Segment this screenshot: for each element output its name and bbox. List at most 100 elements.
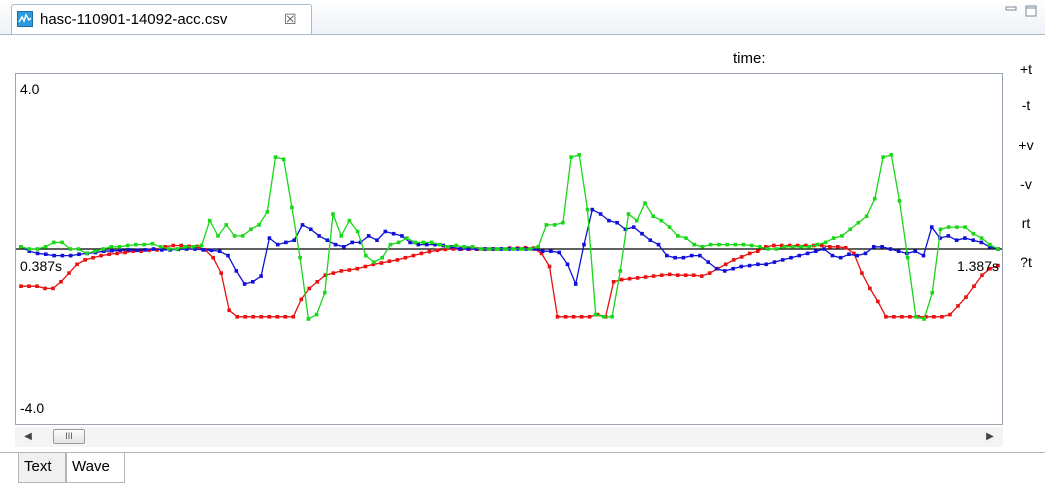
tab-wave[interactable]: Wave — [66, 453, 125, 483]
horizontal-scrollbar[interactable]: ◀ III ▶ — [15, 427, 1003, 447]
series-0-point — [115, 251, 119, 256]
series-2-point — [552, 223, 557, 227]
series-2-point — [249, 227, 253, 232]
editor-tab[interactable]: hasc-110901-14092-acc.csv ☒ — [11, 4, 312, 34]
zoom-out-value-button[interactable]: -v — [1020, 176, 1032, 192]
series-1-point — [921, 253, 926, 258]
series-0-point — [980, 273, 984, 277]
series-1-point — [863, 251, 868, 256]
series-1-point — [557, 250, 561, 255]
series-0-point — [315, 280, 320, 284]
series-2-point — [823, 240, 828, 245]
series-2-point — [873, 196, 877, 201]
series-0-point — [83, 258, 87, 262]
series-0-point — [19, 284, 23, 288]
series-2-point — [101, 247, 105, 251]
series-0-point — [836, 245, 840, 249]
series-1-point — [342, 245, 346, 249]
series-2-point — [372, 260, 376, 264]
series-line-0 — [21, 244, 999, 318]
series-2-point — [938, 227, 943, 232]
series-1-point — [607, 218, 611, 223]
series-1-point — [789, 255, 793, 260]
close-tab-icon[interactable]: ☒ — [284, 11, 297, 27]
series-2-point — [618, 269, 623, 273]
series-2-point — [19, 245, 23, 249]
series-2-point — [232, 234, 237, 238]
series-2-point — [109, 245, 114, 249]
series-0-point — [379, 261, 384, 265]
zoom-in-value-button[interactable]: +v — [1018, 137, 1034, 153]
series-0-point — [51, 286, 55, 291]
series-2-point — [273, 155, 278, 159]
series-0-point — [227, 308, 231, 313]
series-1-point — [201, 248, 205, 252]
series-0-point — [331, 271, 336, 275]
series-1-point — [458, 247, 462, 251]
series-2-point — [692, 242, 696, 247]
series-1-point — [549, 249, 553, 253]
series-1-point — [590, 207, 595, 212]
zoom-in-time-button[interactable]: +t — [1019, 61, 1033, 77]
query-time-button[interactable]: ?t — [1020, 254, 1032, 270]
series-2-point — [60, 240, 64, 245]
series-2-point — [889, 153, 894, 157]
series-2-point — [306, 317, 311, 321]
series-1-point — [731, 266, 735, 271]
series-2-point — [298, 255, 302, 260]
series-2-point — [454, 243, 458, 248]
series-0-point — [707, 271, 712, 275]
series-1-point — [830, 253, 835, 258]
series-1-point — [880, 245, 884, 249]
series-1-point — [665, 253, 669, 258]
series-1-point — [822, 247, 826, 251]
series-1-point — [872, 245, 876, 249]
series-0-point — [411, 253, 416, 258]
series-2-point — [117, 245, 122, 249]
series-2-point — [347, 218, 352, 223]
series-1-point — [963, 236, 967, 240]
scroll-thumb[interactable]: III — [53, 429, 85, 444]
series-1-point — [681, 255, 686, 260]
zoom-out-time-button[interactable]: -t — [1021, 97, 1031, 113]
series-0-point — [940, 315, 944, 319]
series-2-point — [848, 227, 852, 232]
series-0-point — [291, 315, 296, 319]
series-2-point — [585, 207, 590, 212]
series-0-point — [419, 251, 424, 256]
reset-time-button[interactable]: rt — [1021, 215, 1031, 231]
series-0-point — [739, 255, 744, 259]
series-1-point — [598, 212, 603, 216]
scroll-left-arrow-icon[interactable]: ◀ — [24, 431, 32, 442]
waveform-plot[interactable]: 4.0 -4.0 0.387s 1.387s — [15, 73, 1003, 425]
series-1-point — [739, 264, 744, 269]
series-0-point — [307, 286, 312, 291]
series-2-point — [971, 231, 976, 236]
series-1-point — [275, 242, 280, 247]
maximize-icon[interactable] — [1024, 4, 1038, 18]
view-tab-bar: Text Wave — [0, 452, 1045, 486]
series-1-point — [706, 260, 710, 264]
series-1-point — [135, 248, 139, 253]
series-0-point — [267, 315, 272, 319]
series-2-point — [733, 242, 738, 247]
series-1-point — [631, 225, 636, 229]
scroll-right-arrow-icon[interactable]: ▶ — [986, 431, 994, 442]
series-2-point — [339, 234, 343, 238]
series-1-point — [292, 238, 296, 242]
tab-text[interactable]: Text — [18, 453, 66, 483]
series-0-point — [571, 315, 576, 319]
series-0-point — [619, 277, 624, 282]
minimize-icon[interactable] — [1004, 4, 1018, 18]
series-0-point — [587, 315, 592, 319]
series-1-point — [77, 252, 81, 256]
series-2-point — [125, 243, 130, 248]
series-2-point — [602, 315, 606, 319]
series-2-point — [364, 253, 368, 258]
series-0-point — [659, 273, 664, 277]
series-2-point — [577, 153, 582, 157]
series-0-point — [972, 284, 976, 288]
series-0-point — [804, 243, 808, 248]
series-1-point — [102, 249, 106, 253]
series-0-point — [75, 262, 79, 267]
